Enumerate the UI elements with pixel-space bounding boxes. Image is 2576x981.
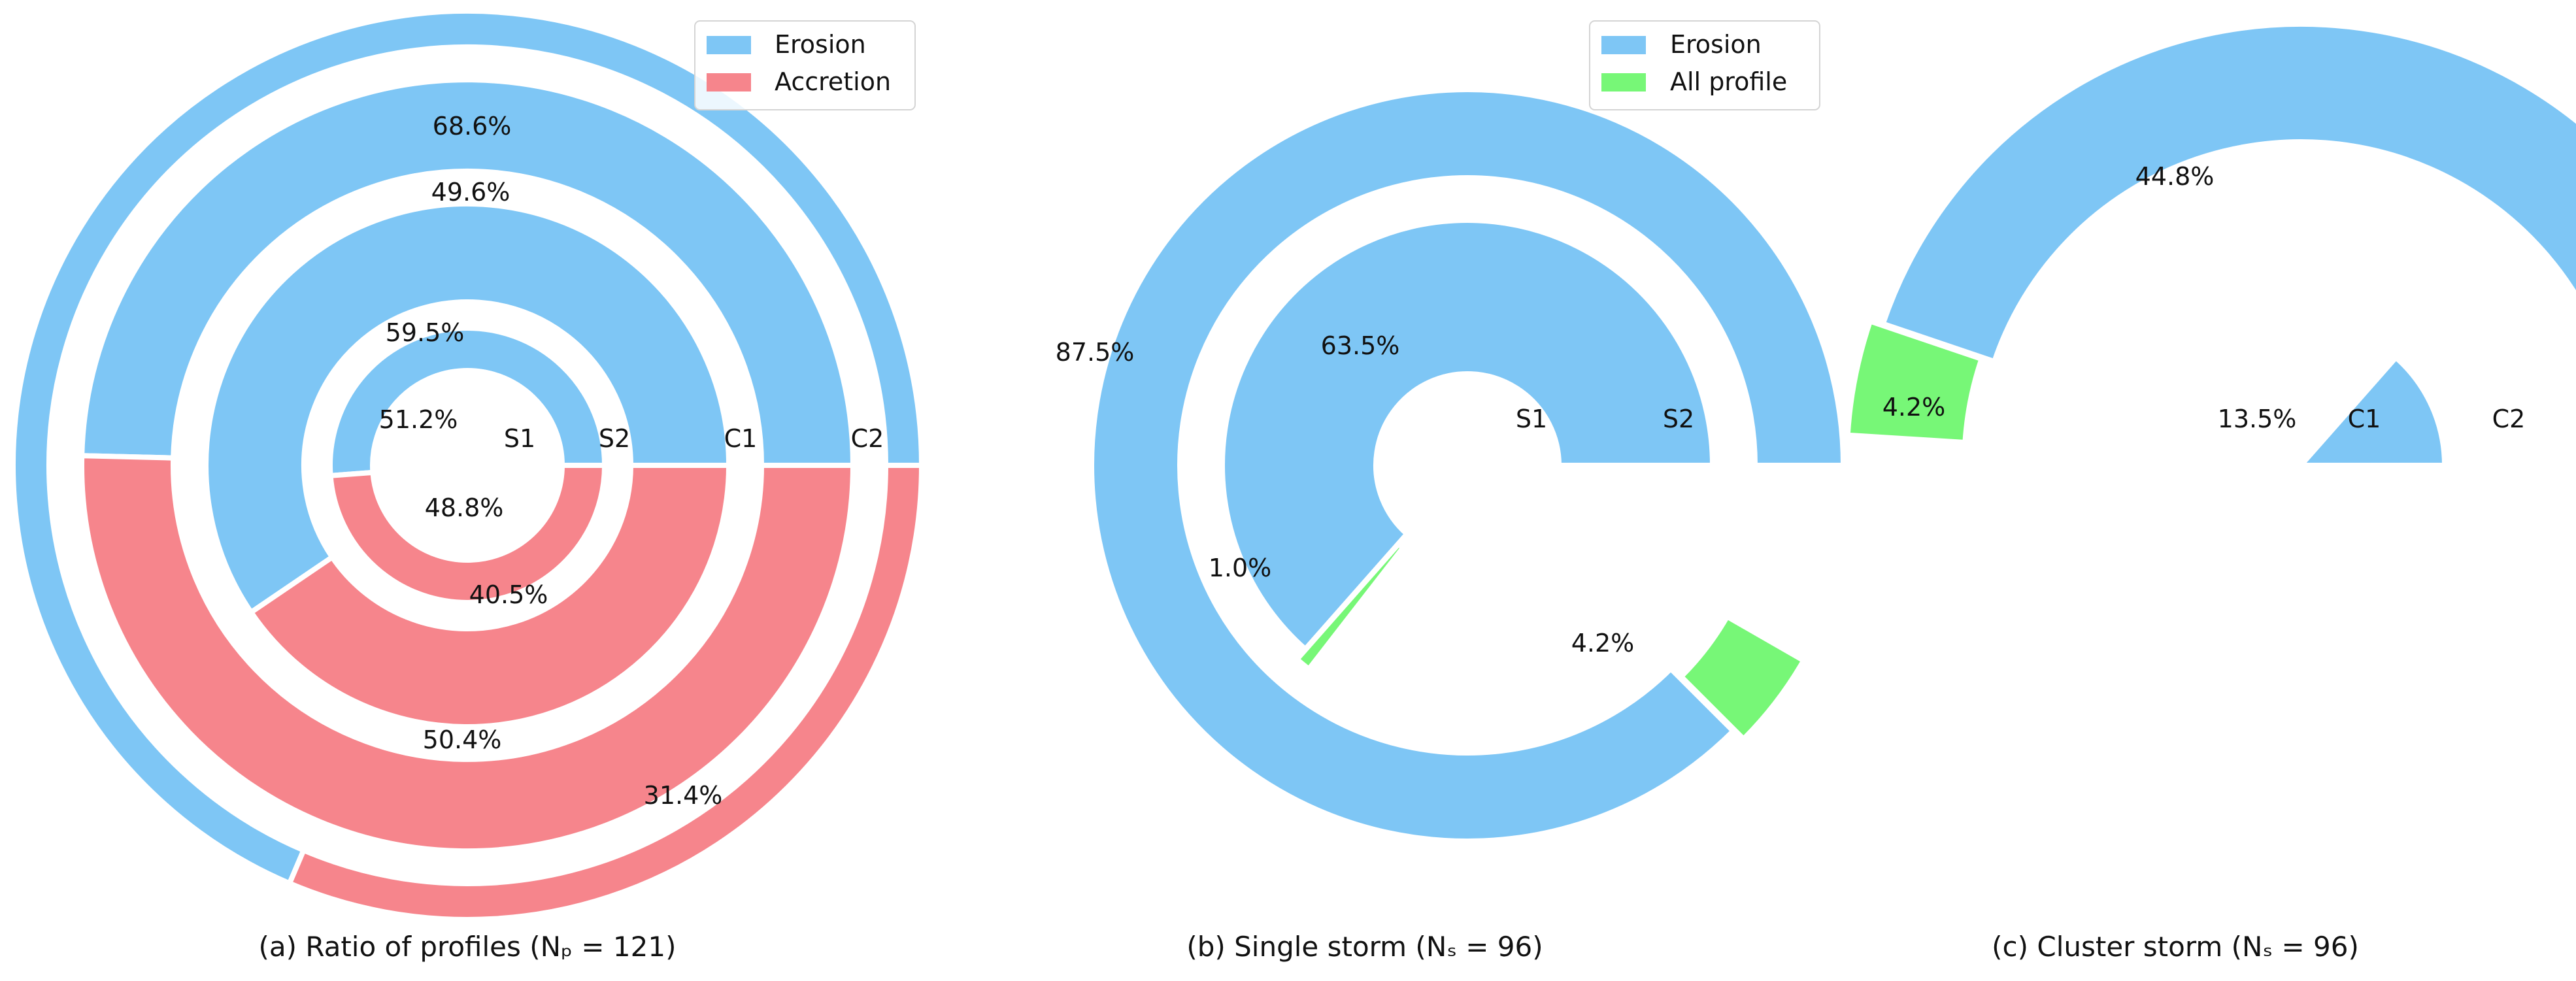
data-label-c-c2-erosion: 44.8% [2135, 162, 2215, 191]
wedge-c-c1-erosion [2295, 354, 2448, 468]
legend-b: Erosion All profile [1589, 20, 1820, 110]
data-label-b-s2-all-profile: 4.2% [1571, 629, 1635, 657]
data-label-a-s2-erosion: 59.5% [386, 318, 465, 347]
wedge-b-s2-erosion [1089, 87, 1847, 844]
legend-a: Erosion Accretion [694, 20, 916, 110]
wedge-b-s2-all-profile [1677, 612, 1807, 743]
wedge-b-s1-erosion [1220, 218, 1716, 653]
ring-label-b-s2: S2 [1663, 405, 1694, 433]
wedge-c-c2-all-profile [1845, 318, 1985, 446]
caption-b: (b) Single storm (Nₛ = 96) [1186, 931, 1543, 963]
legend-a-swatch-erosion [707, 36, 751, 54]
wedge-a-c1-erosion [79, 77, 856, 468]
wedge-a-c1-accretion [79, 453, 856, 854]
wedge-a-s2-accretion [247, 463, 732, 729]
ring-label-a-s2: S2 [599, 424, 630, 453]
legend-a-label-erosion: Erosion [775, 30, 866, 59]
data-label-b-s1-erosion: 63.5% [1321, 331, 1400, 360]
data-label-c-c2-all-profile: 4.2% [1882, 393, 1946, 422]
data-label-b-s1-all-profile: 1.0% [1209, 554, 1272, 582]
data-label-a-c1-accretion: 50.4% [423, 725, 502, 754]
ring-label-b-s1: S1 [1516, 405, 1547, 433]
caption-c: (c) Cluster storm (Nₛ = 96) [1992, 931, 2359, 963]
legend-b-swatch-erosion [1601, 36, 1646, 54]
data-label-a-s2-accretion: 40.5% [469, 580, 548, 609]
data-label-c-c1-erosion: 13.5% [2218, 405, 2297, 433]
panel-b-single-storm: 87.5% 63.5% 1.0% 4.2% S1 S2 Erosion All … [1056, 20, 1847, 963]
ring-label-a-c1: C1 [724, 424, 758, 453]
wedge-a-s1-accretion [327, 463, 608, 605]
ring-label-c-c1: C1 [2348, 405, 2381, 433]
data-label-a-c1-erosion: 49.6% [431, 178, 510, 207]
wedge-a-s2-erosion [203, 201, 732, 616]
wedge-a-s1-erosion [327, 325, 608, 479]
wedge-a-c2-erosion [10, 8, 925, 887]
data-label-a-c2-accretion: 31.4% [644, 781, 723, 810]
wedge-a-c2-accretion [286, 463, 925, 922]
legend-b-swatch-all-profile [1601, 73, 1646, 91]
legend-b-label-all-profile: All profile [1670, 67, 1787, 96]
legend-b-frame [1589, 20, 1820, 110]
panel-c-cluster-storm: 44.8% 4.2% 13.5% C1 C2 (c) Cluster storm… [1845, 22, 2576, 963]
data-label-a-s1-accretion: 48.8% [425, 493, 504, 522]
ring-label-c-c2: C2 [2492, 405, 2526, 433]
legend-b-label-erosion: Erosion [1670, 30, 1762, 59]
legend-a-swatch-accretion [707, 73, 751, 91]
panel-a-ratio-of-profiles: 68.6% 31.4% 49.6% 50.4% 59.5% 40.5% 51.2… [10, 8, 925, 963]
wedge-b-s1-all-profile [1293, 540, 1407, 673]
data-label-a-s1-erosion: 51.2% [379, 405, 458, 434]
ring-label-a-c2: C2 [851, 424, 884, 453]
data-label-b-s2-erosion: 87.5% [1056, 338, 1135, 367]
data-label-a-c2-erosion: 68.6% [433, 112, 512, 141]
wedge-c-c2-erosion [1879, 22, 2576, 365]
ring-label-a-s1: S1 [504, 424, 535, 453]
caption-a: (a) Ratio of profiles (Nₚ = 121) [258, 931, 676, 963]
legend-a-label-accretion: Accretion [775, 67, 891, 96]
